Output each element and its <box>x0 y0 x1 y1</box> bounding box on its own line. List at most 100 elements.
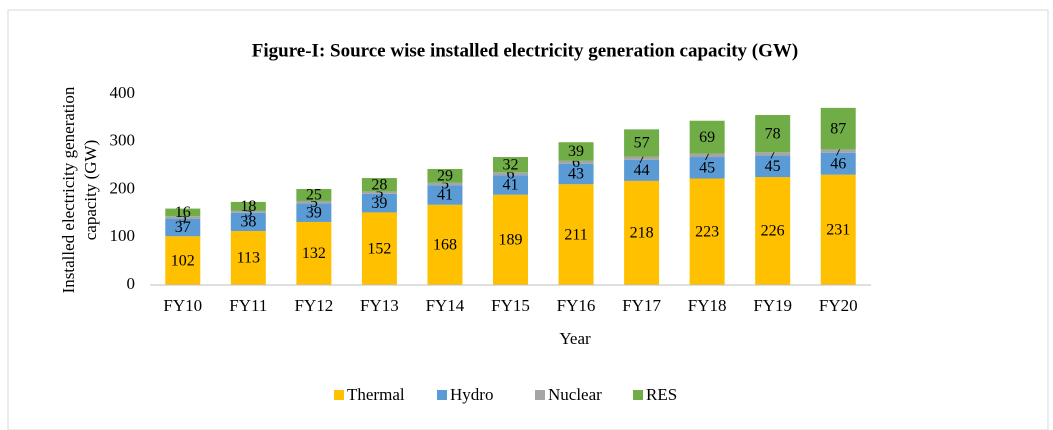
data-label: 7 <box>769 146 777 163</box>
data-label: 25 <box>306 187 322 204</box>
legend-swatch <box>334 390 344 400</box>
data-label: 6 <box>507 165 515 182</box>
bar-segment <box>361 193 397 213</box>
data-label: 45 <box>699 159 715 176</box>
data-label: 132 <box>302 245 326 262</box>
x-tick-label: FY10 <box>163 296 202 315</box>
bar-segment <box>230 231 266 285</box>
data-label: 5 <box>244 203 252 220</box>
bar-segment <box>755 152 791 156</box>
bar-segment <box>427 182 463 186</box>
bar-segment <box>689 153 725 158</box>
bar-segment <box>820 107 856 150</box>
bar-segment <box>558 184 594 285</box>
bar-segment <box>361 191 397 194</box>
bar-segment <box>820 174 856 285</box>
data-label: 168 <box>433 237 457 254</box>
bar-segment <box>820 149 856 153</box>
bar-segment <box>493 157 528 173</box>
data-label: 16 <box>175 204 191 221</box>
data-label: 152 <box>367 240 391 257</box>
bar-segment <box>493 172 528 176</box>
legend-label: Nuclear <box>548 385 602 404</box>
bar-segment <box>558 160 594 164</box>
data-label: 223 <box>695 223 719 240</box>
y-tick-label: 300 <box>110 131 136 150</box>
x-axis-label: Year <box>559 329 591 348</box>
data-label: 189 <box>499 232 523 249</box>
y-axis-label: capacity (GW) <box>81 140 100 241</box>
bar-segment <box>361 178 397 192</box>
data-label: 6 <box>572 154 580 171</box>
y-tick-label: 100 <box>110 226 136 245</box>
y-tick-label: 0 <box>127 274 136 293</box>
legend-swatch <box>633 390 643 400</box>
legend-label: Hydro <box>450 385 493 404</box>
bar-segment <box>165 208 201 217</box>
data-label: 69 <box>699 129 715 146</box>
bar-segment <box>165 216 201 219</box>
data-label: 29 <box>437 168 453 185</box>
y-tick-label: 400 <box>110 83 136 102</box>
bar-segment <box>165 236 201 285</box>
bar-segment <box>689 120 725 154</box>
legend-label: Thermal <box>347 385 405 404</box>
data-label: 78 <box>765 125 781 142</box>
bar-segment <box>296 203 332 222</box>
data-label: 18 <box>240 198 256 215</box>
legend-swatch <box>437 390 447 400</box>
data-label: 5 <box>310 194 318 211</box>
data-label: 211 <box>564 226 587 243</box>
bar-segment <box>230 210 266 213</box>
bar-segment <box>820 152 856 175</box>
bar-segment <box>296 221 332 285</box>
bar-segment <box>296 200 332 204</box>
y-axis-label: Installed electricity generation <box>59 86 78 293</box>
legend-swatch <box>535 390 545 400</box>
y-tick-label: 200 <box>110 178 136 197</box>
data-label: 7 <box>834 143 842 160</box>
data-label: 87 <box>830 120 846 137</box>
bar-segment <box>230 212 266 232</box>
data-label: 39 <box>568 143 584 160</box>
bar-segment <box>558 163 594 185</box>
data-label: 44 <box>634 162 650 179</box>
bar-segment <box>624 180 660 285</box>
data-label: 39 <box>371 195 387 212</box>
chart-title: Figure-I: Source wise installed electric… <box>252 40 798 61</box>
bar-segment <box>361 212 397 285</box>
data-label: 32 <box>503 156 519 173</box>
data-label: 28 <box>371 176 387 193</box>
chart-frame <box>7 9 1049 430</box>
data-label: 5 <box>375 184 383 201</box>
bar-segment <box>624 159 660 181</box>
bar-segment <box>493 194 528 285</box>
x-tick-label: FY12 <box>294 296 333 315</box>
x-tick-label: FY11 <box>229 296 267 315</box>
data-label: 43 <box>568 166 584 183</box>
x-tick-label: FY17 <box>622 296 661 315</box>
data-label: 46 <box>830 155 846 172</box>
bar-segment <box>427 204 463 285</box>
bar-segment <box>689 157 725 179</box>
bar-segment <box>689 178 725 285</box>
bar-segment <box>427 185 463 205</box>
data-label: 41 <box>503 177 519 194</box>
data-label: 102 <box>171 252 195 269</box>
x-tick-label: FY16 <box>557 296 596 315</box>
bar-segment <box>755 177 791 285</box>
bar-segment <box>165 218 201 237</box>
bar-segment <box>230 201 266 211</box>
x-tick-label: FY18 <box>688 296 727 315</box>
data-label: 113 <box>237 250 260 267</box>
bar-segment <box>624 156 660 160</box>
data-label: 7 <box>703 147 711 164</box>
data-label: 5 <box>441 176 449 193</box>
bar-segment <box>296 189 332 201</box>
x-tick-label: FY14 <box>426 296 465 315</box>
data-label: 218 <box>630 225 654 242</box>
data-label: 7 <box>638 150 646 167</box>
data-label: 37 <box>175 219 191 236</box>
